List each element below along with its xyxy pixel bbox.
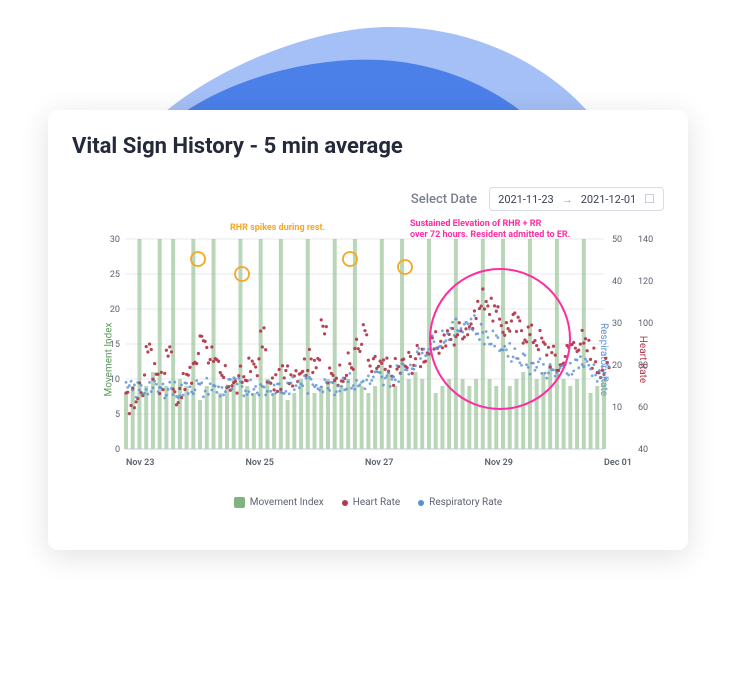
- svg-text:120: 120: [638, 277, 653, 287]
- svg-text:30: 30: [612, 319, 622, 329]
- vital-signs-chart: Movement Index Respiratory Rate Heart Ra…: [72, 219, 664, 489]
- svg-text:Nov 25: Nov 25: [246, 458, 274, 468]
- svg-text:Dec 01: Dec 01: [604, 458, 632, 468]
- legend-item-respiratory: Respiratory Rate: [418, 497, 502, 508]
- date-range-arrow-icon: →: [562, 193, 573, 206]
- svg-text:100: 100: [638, 319, 653, 329]
- legend-swatch-heart-rate: [342, 500, 348, 506]
- legend-item-movement: Movement Index: [234, 497, 324, 508]
- date-end: 2021-12-01: [581, 193, 637, 206]
- svg-text:40: 40: [612, 277, 622, 287]
- svg-text:60: 60: [638, 403, 648, 413]
- card-title: Vital Sign History - 5 min average: [72, 134, 664, 159]
- date-range-picker[interactable]: 2021-11-23 → 2021-12-01 ☐: [489, 187, 664, 211]
- svg-text:30: 30: [110, 235, 120, 245]
- svg-text:140: 140: [638, 235, 653, 245]
- svg-text:10: 10: [110, 375, 120, 385]
- chart-legend: Movement Index Heart Rate Respiratory Ra…: [72, 497, 664, 508]
- legend-item-heart-rate: Heart Rate: [342, 497, 400, 508]
- vital-signs-card: Vital Sign History - 5 min average Selec…: [48, 110, 688, 550]
- date-selector-row: Select Date 2021-11-23 → 2021-12-01 ☐: [72, 187, 664, 211]
- svg-text:10: 10: [612, 403, 622, 413]
- svg-text:Nov 23: Nov 23: [126, 458, 154, 468]
- svg-text:40: 40: [638, 445, 648, 455]
- svg-text:0: 0: [115, 445, 120, 455]
- svg-text:80: 80: [638, 361, 648, 371]
- legend-swatch-respiratory: [418, 500, 424, 506]
- svg-text:Nov 29: Nov 29: [485, 458, 513, 468]
- svg-text:25: 25: [110, 270, 120, 280]
- svg-text:5: 5: [115, 410, 120, 420]
- svg-text:20: 20: [110, 305, 120, 315]
- chart-svg: 051015202530 1020304050 406080100120140 …: [72, 219, 664, 489]
- svg-text:20: 20: [612, 361, 622, 371]
- svg-text:15: 15: [110, 340, 120, 350]
- date-start: 2021-11-23: [498, 193, 554, 206]
- svg-text:Nov 27: Nov 27: [365, 458, 393, 468]
- calendar-icon: ☐: [644, 192, 655, 206]
- legend-swatch-movement: [234, 497, 245, 508]
- svg-text:50: 50: [612, 235, 622, 245]
- select-date-label: Select Date: [411, 192, 477, 207]
